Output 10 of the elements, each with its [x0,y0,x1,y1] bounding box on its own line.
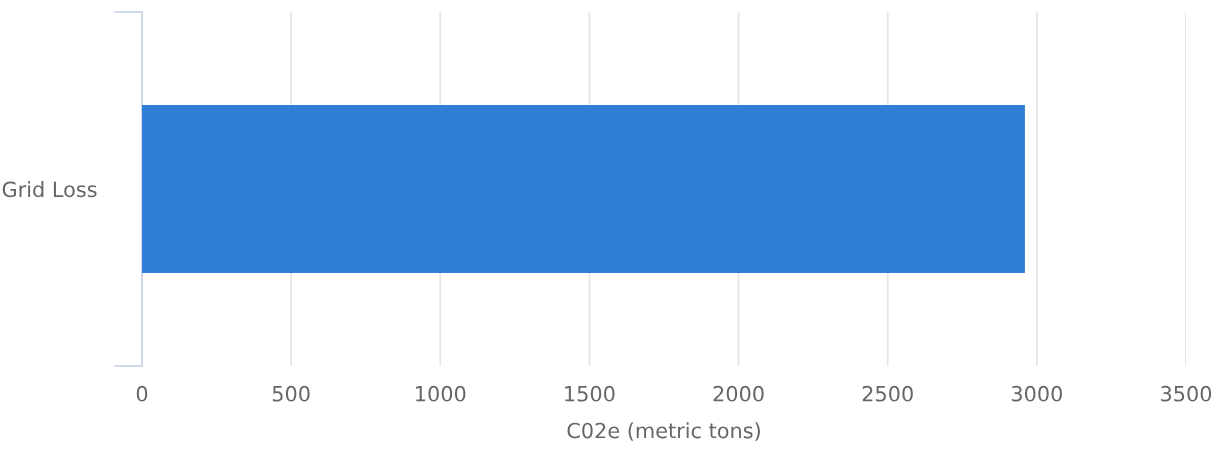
y-tick-label: Grid Loss [2,181,97,198]
x-tick-label: 0 [136,385,148,402]
x-tick-label: 3500 [1161,385,1212,402]
x-tick-label: 1500 [565,385,615,402]
x-tick-label: 2000 [713,385,764,402]
x-axis-title: C02e (metric tons) [567,422,760,441]
x-tick-label: 500 [272,385,310,402]
x-tick-label: 1000 [416,385,466,402]
x-tick-label: 2500 [862,385,913,402]
x-tick-label: 3000 [1011,385,1062,402]
